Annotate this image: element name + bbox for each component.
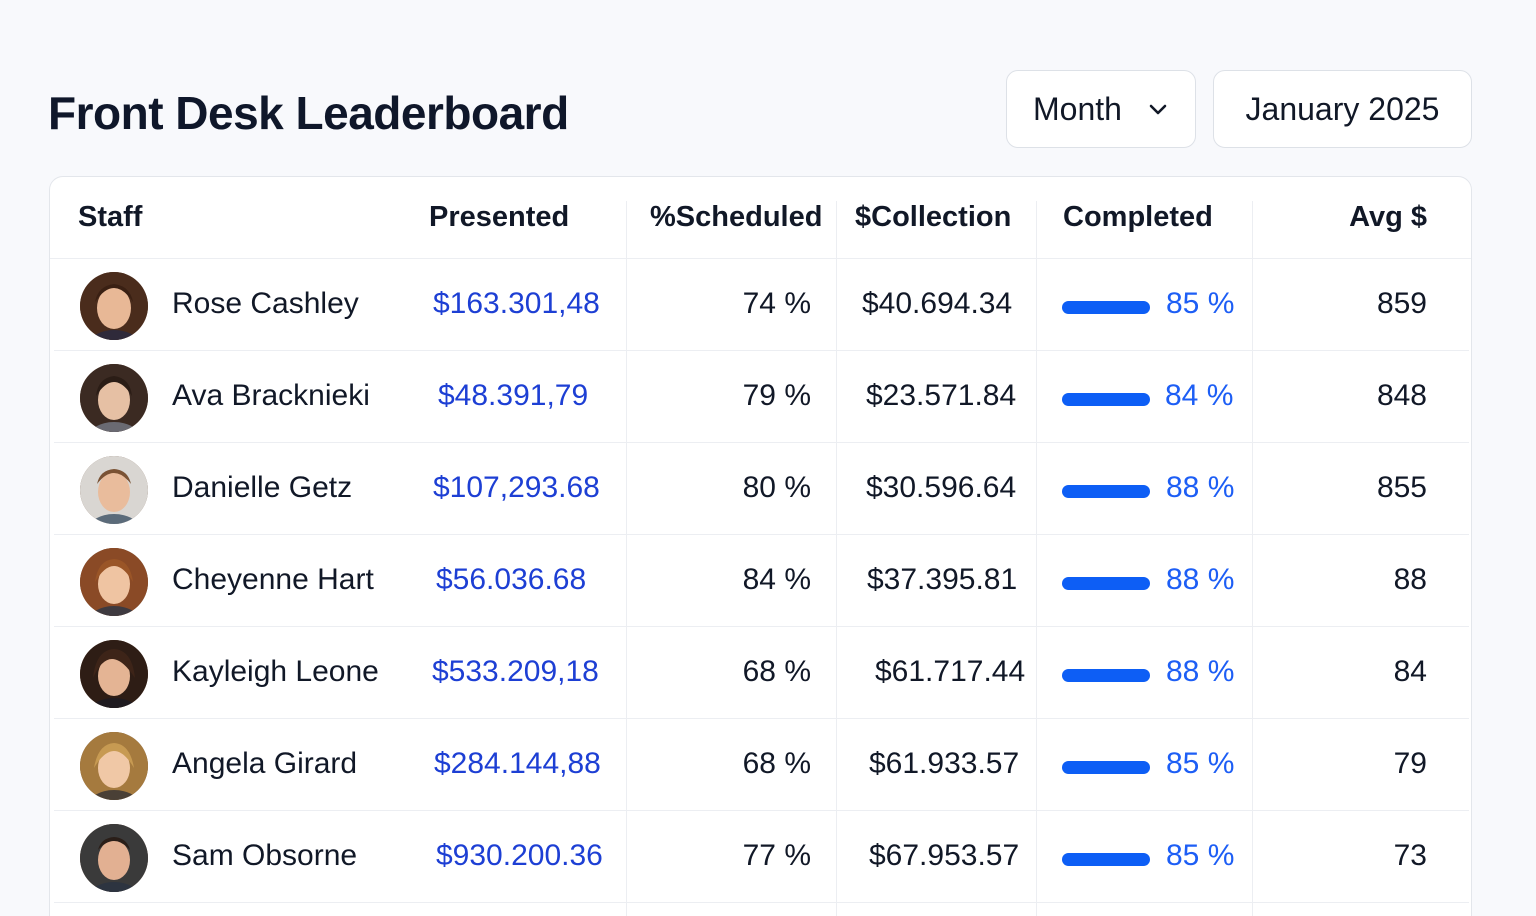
column-header-collection[interactable]: $Collection: [855, 201, 1012, 233]
collection-value: $61.717.44: [875, 655, 1026, 688]
avatar: [80, 548, 148, 616]
scheduled-value: 79 %: [742, 379, 811, 412]
staff-name: Sam Obsorne: [172, 839, 358, 872]
column-divider: [1252, 201, 1253, 916]
completed-value: 85 %: [1166, 839, 1235, 872]
scheduled-value: 68 %: [742, 747, 811, 780]
page-title: Front Desk Leaderboard: [48, 87, 569, 139]
completed-value: 88 %: [1166, 563, 1235, 596]
period-dropdown[interactable]: Month: [1006, 70, 1196, 148]
collection-value: $40.694.34: [862, 287, 1013, 320]
completed-progress-bar: [1062, 669, 1150, 682]
table-header: Staff Presented %Scheduled $Collection C…: [50, 177, 1471, 259]
avatar: [80, 272, 148, 340]
staff-name: Danielle Getz: [172, 471, 353, 504]
presented-value[interactable]: $163.301,48: [433, 287, 600, 320]
presented-value[interactable]: $56.036.68: [436, 563, 587, 596]
scheduled-value: 68 %: [742, 655, 811, 688]
table-row[interactable]: Ava Bracknieki $48.391,79 79 % $23.571.8…: [54, 351, 1469, 443]
staff-name: Ava Bracknieki: [172, 379, 370, 412]
presented-value[interactable]: $930.200.36: [436, 839, 603, 872]
avg-value: 73: [1393, 839, 1427, 872]
table-row[interactable]: Angela Girard $284.144,88 68 % $61.933.5…: [54, 719, 1469, 811]
scheduled-value: 84 %: [742, 563, 811, 596]
collection-value: $37.395.81: [867, 563, 1018, 596]
column-header-completed[interactable]: Completed: [1063, 201, 1213, 233]
table-row[interactable]: Rose Cashley $163.301,48 74 % $40.694.34…: [54, 259, 1469, 351]
column-divider: [626, 201, 627, 916]
collection-value: $30.596.64: [866, 471, 1017, 504]
collection-value: $67.953.57: [869, 839, 1020, 872]
completed-progress-bar: [1062, 393, 1150, 406]
period-value: Month: [1033, 90, 1122, 127]
column-header-staff[interactable]: Staff: [78, 201, 143, 233]
chevron-down-icon: [1149, 104, 1167, 115]
completed-progress-bar: [1062, 485, 1150, 498]
avg-value: 79: [1393, 747, 1427, 780]
column-header-scheduled[interactable]: %Scheduled: [650, 201, 823, 233]
column-divider: [836, 201, 837, 916]
completed-value: 85 %: [1166, 287, 1235, 320]
collection-value: $23.571.84: [866, 379, 1017, 412]
avatar: [80, 640, 148, 708]
table-row[interactable]: Cheyenne Hart $56.036.68 84 % $37.395.81…: [54, 535, 1469, 627]
staff-name: Angela Girard: [172, 747, 358, 780]
column-divider: [1036, 201, 1037, 916]
avatar: [80, 824, 148, 892]
avatar: [80, 456, 148, 524]
avatar: [80, 364, 148, 432]
table-row[interactable]: Sam Obsorne $930.200.36 77 % $67.953.57 …: [54, 811, 1469, 903]
avg-value: 859: [1376, 287, 1427, 320]
table-row[interactable]: Kayleigh Leone $533.209,18 68 % $61.717.…: [54, 627, 1469, 719]
avatar: [80, 732, 148, 800]
staff-name: Kayleigh Leone: [172, 655, 379, 688]
completed-progress-bar: [1062, 301, 1150, 314]
presented-value[interactable]: $284.144,88: [434, 747, 601, 780]
presented-value[interactable]: $533.209,18: [432, 655, 599, 688]
table-row[interactable]: Danielle Getz $107,293.68 80 % $30.596.6…: [54, 443, 1469, 535]
completed-progress-bar: [1062, 577, 1150, 590]
presented-value[interactable]: $48.391,79: [438, 379, 589, 412]
completed-value: 84 %: [1165, 379, 1234, 412]
scheduled-value: 77 %: [742, 839, 811, 872]
staff-name: Rose Cashley: [172, 287, 359, 320]
completed-progress-bar: [1062, 761, 1150, 774]
avg-value: 848: [1376, 379, 1427, 412]
completed-value: 88 %: [1166, 655, 1235, 688]
avg-value: 88: [1393, 563, 1427, 596]
completed-progress-bar: [1062, 853, 1150, 866]
leaderboard-table: Staff Presented %Scheduled $Collection C…: [49, 176, 1472, 916]
date-picker-button[interactable]: January 2025: [1213, 70, 1472, 148]
staff-name: Cheyenne Hart: [172, 563, 374, 596]
scheduled-value: 74 %: [742, 287, 811, 320]
completed-value: 85 %: [1166, 747, 1235, 780]
collection-value: $61.933.57: [869, 747, 1020, 780]
avg-value: 855: [1376, 471, 1427, 504]
date-value: January 2025: [1245, 90, 1440, 127]
scheduled-value: 80 %: [742, 471, 811, 504]
column-header-presented[interactable]: Presented: [429, 201, 570, 233]
completed-value: 88 %: [1166, 471, 1235, 504]
column-header-avg[interactable]: Avg $: [1349, 201, 1427, 233]
avg-value: 84: [1393, 655, 1427, 688]
presented-value[interactable]: $107,293.68: [433, 471, 600, 504]
